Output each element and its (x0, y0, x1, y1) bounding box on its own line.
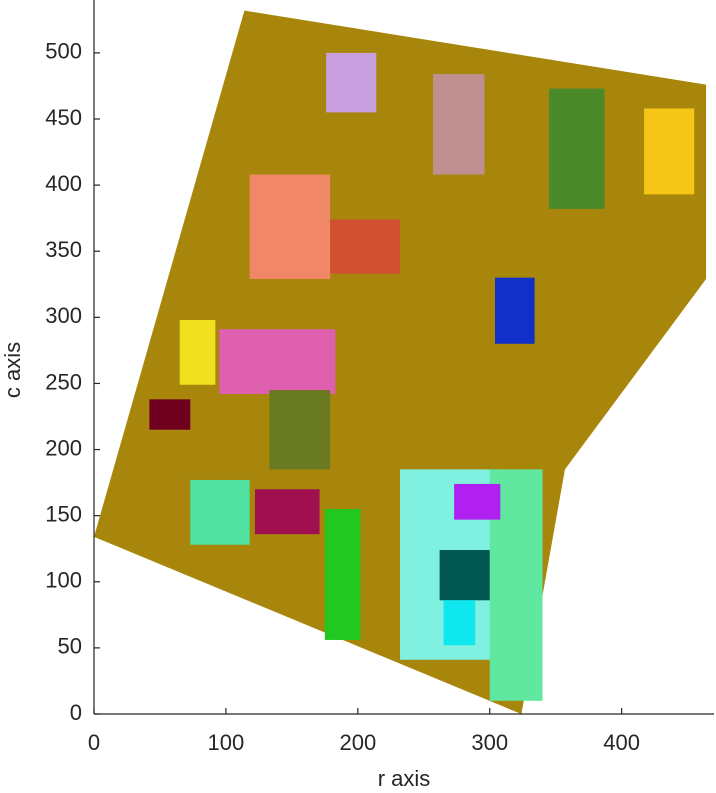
segment (149, 399, 191, 430)
segment (454, 483, 501, 520)
x-axis-label: r axis (378, 766, 431, 791)
segment (443, 600, 476, 646)
y-tick-label: 400 (45, 171, 82, 196)
y-tick-label: 450 (45, 105, 82, 130)
y-axis-label: c axis (0, 342, 25, 398)
x-tick-label: 0 (88, 730, 100, 755)
segment (269, 390, 331, 470)
y-tick-label: 150 (45, 501, 82, 526)
x-tick-label: 300 (471, 730, 508, 755)
y-tick-label: 50 (58, 634, 82, 659)
segment (439, 550, 490, 601)
y-tick-label: 350 (45, 237, 82, 262)
y-tick-label: 250 (45, 369, 82, 394)
y-tick-label: 0 (70, 700, 82, 725)
y-tick-label: 100 (45, 568, 82, 593)
x-tick-label: 400 (603, 730, 640, 755)
y-tick-label: 500 (45, 39, 82, 64)
segment (179, 319, 216, 385)
segment (644, 108, 695, 195)
segment (249, 174, 331, 279)
segment (324, 509, 361, 640)
segment (326, 52, 377, 113)
segment (254, 489, 320, 535)
x-tick-label: 200 (339, 730, 376, 755)
y-tick-label: 300 (45, 303, 82, 328)
x-tick-label: 100 (208, 730, 245, 755)
segment (330, 219, 401, 274)
segment (495, 277, 535, 344)
segment (219, 329, 336, 395)
y-tick-label: 200 (45, 435, 82, 460)
segment (549, 88, 605, 209)
segment (433, 74, 485, 175)
segment (190, 479, 250, 545)
